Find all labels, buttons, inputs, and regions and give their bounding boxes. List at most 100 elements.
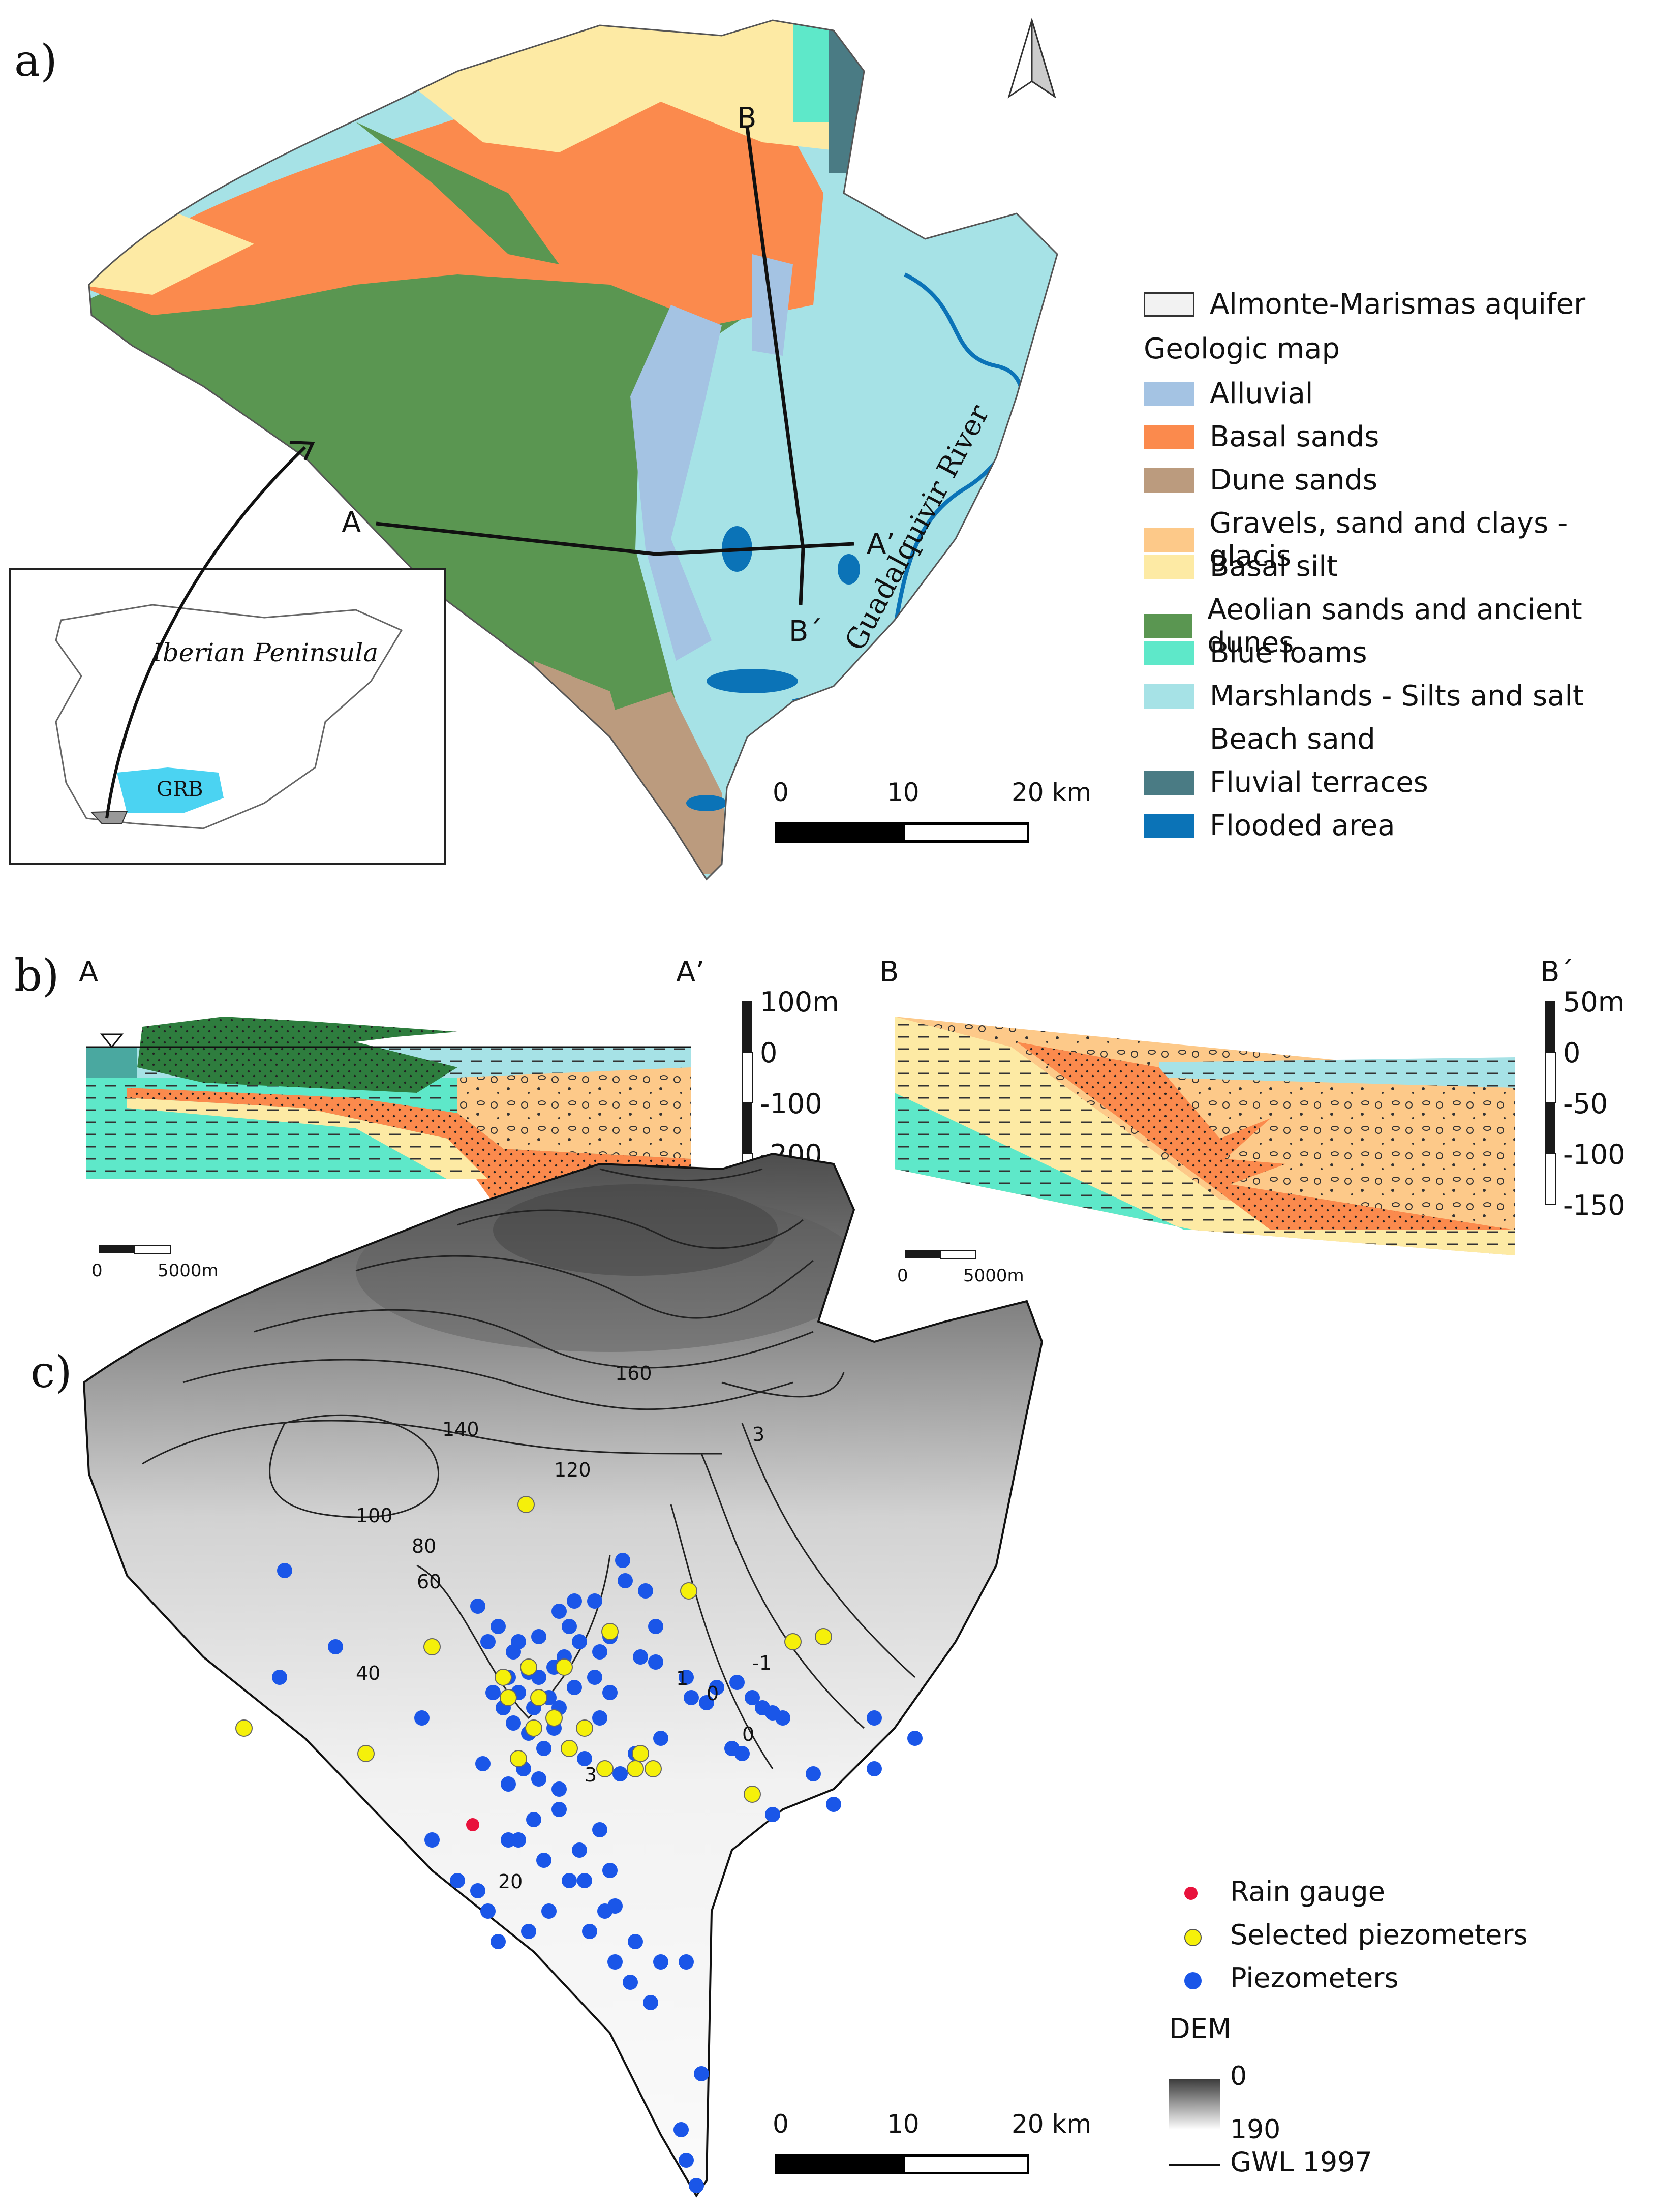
legend-item: Beach sand [1144, 723, 1375, 756]
legend-swatch [1144, 770, 1194, 795]
selected-piezometer-point [510, 1750, 527, 1767]
piezometer-point [521, 1924, 536, 1939]
piezometer-point [699, 1695, 714, 1710]
selected-piezometer-point [545, 1709, 563, 1727]
section-scale-tick: 50m [1563, 986, 1625, 1018]
piezometer-point [328, 1639, 343, 1654]
selected-piezometer-point [601, 1623, 619, 1640]
scale-c-0: 0 [773, 2109, 789, 2139]
geologic-map [9, 17, 1058, 881]
piezometer-point [470, 1599, 485, 1614]
piezometer-point [536, 1741, 551, 1756]
section-right-bar-0: 0 [897, 1266, 908, 1286]
selected-piezometer-symbol [1184, 1929, 1202, 1946]
section-right-end: B´ [1540, 956, 1574, 989]
legend-piezo-label: Piezometers [1230, 1962, 1399, 1994]
contour-label: -1 [752, 1652, 772, 1674]
legend-label: Marshlands - Silts and salt [1210, 680, 1584, 713]
piezometer-point [480, 1634, 496, 1649]
selected-piezometer-point [525, 1719, 542, 1737]
piezometer-point [597, 1903, 612, 1919]
legend-swatch [1144, 424, 1194, 449]
selected-piezometer-point [530, 1689, 547, 1706]
legend-swatch [1144, 292, 1194, 317]
scale-c-10: 10 [887, 2109, 920, 2139]
legend-item: Basal silt [1144, 550, 1338, 583]
piezometer-point [531, 1629, 546, 1644]
piezometer-point [480, 1903, 496, 1919]
legend-label: Basal sands [1210, 420, 1380, 453]
legend-heading: Geologic map [1144, 332, 1340, 365]
piezometer-point [475, 1756, 491, 1771]
piezometer-point [577, 1751, 592, 1766]
section-scale-tick: 100m [760, 986, 839, 1018]
piezometer-point [775, 1710, 790, 1726]
piezometer-point [470, 1883, 485, 1898]
piezometer-point [272, 1670, 287, 1685]
scale-c-20: 20 km [1012, 2109, 1092, 2139]
piezometer-point [623, 1975, 638, 1990]
section-left-end: A’ [676, 956, 705, 989]
piezometer-point [511, 1832, 526, 1848]
piezometer-point [765, 1807, 780, 1822]
section-scale-tick: -100 [760, 1088, 822, 1120]
legend-swatch [1144, 813, 1194, 838]
piezometer-point [592, 1644, 607, 1660]
cross-section-lines [376, 127, 854, 605]
piezometer-point [536, 1853, 551, 1868]
piezometer-point [638, 1583, 653, 1599]
contour-label: 0 [742, 1723, 755, 1745]
contour-label: 1 [676, 1667, 689, 1689]
legend-swatch [1144, 640, 1194, 665]
section-left-start: A [79, 956, 99, 989]
legend-label: Alluvial [1210, 377, 1313, 410]
piezometer-point [684, 1690, 699, 1705]
piezometer-point [592, 1710, 607, 1726]
section-label-b: B [737, 102, 757, 135]
legend-item: Alluvial [1144, 377, 1313, 410]
piezometer-point [562, 1873, 577, 1888]
legend-item: Basal sands [1144, 420, 1379, 453]
selected-piezometer-point [517, 1496, 535, 1513]
piezometer-point [653, 1954, 668, 1970]
selected-piezometer-point [744, 1786, 761, 1803]
piezometer-point [577, 1873, 592, 1888]
vertical-scale-right [1545, 1001, 1556, 1205]
selected-piezometer-point [561, 1740, 578, 1757]
legend-label: Flooded area [1210, 809, 1395, 842]
piezometer-point [745, 1690, 760, 1705]
contour-label: 80 [412, 1535, 437, 1557]
contour-label: 3 [585, 1764, 597, 1786]
legend-selected-label: Selected piezometers [1230, 1919, 1528, 1951]
legend-label: Aeolian sands and ancient dunes [1207, 593, 1582, 659]
legend-label: Almonte-Marismas aquifer [1210, 288, 1586, 321]
piezometer-point [491, 1619, 506, 1634]
piezometer-point [679, 1670, 694, 1685]
piezometer-point [541, 1903, 557, 1919]
piezometer-point [587, 1670, 602, 1685]
selected-piezometer-point [596, 1760, 614, 1777]
legend-swatch [1144, 554, 1194, 579]
piezometer-point [491, 1934, 506, 1949]
section-b-b-prime [895, 1017, 1515, 1255]
piezometer-point [806, 1766, 821, 1781]
piezometer-point [531, 1771, 546, 1787]
piezometer-point [485, 1685, 501, 1700]
piezometer-point [648, 1654, 663, 1670]
section-right-start: B [879, 956, 899, 989]
piezometer-point [526, 1812, 541, 1827]
selected-piezometer-point [520, 1658, 537, 1676]
scale-c-bar-black [775, 2154, 902, 2174]
piezometer-point [633, 1649, 648, 1665]
contour-label: 3 [752, 1423, 765, 1446]
piezometer-point [689, 2178, 704, 2193]
piezometer-point [867, 1710, 882, 1726]
legend-swatch [1144, 381, 1194, 406]
piezometer-point [572, 1634, 587, 1649]
piezometer-point [506, 1715, 521, 1731]
piezometer-point [501, 1776, 516, 1792]
panel-label-c: c) [30, 1347, 72, 1398]
piezometer-point [424, 1832, 440, 1848]
section-label-b-prime: B´ [789, 615, 823, 648]
legend-item: Fluvial terraces [1144, 766, 1428, 799]
